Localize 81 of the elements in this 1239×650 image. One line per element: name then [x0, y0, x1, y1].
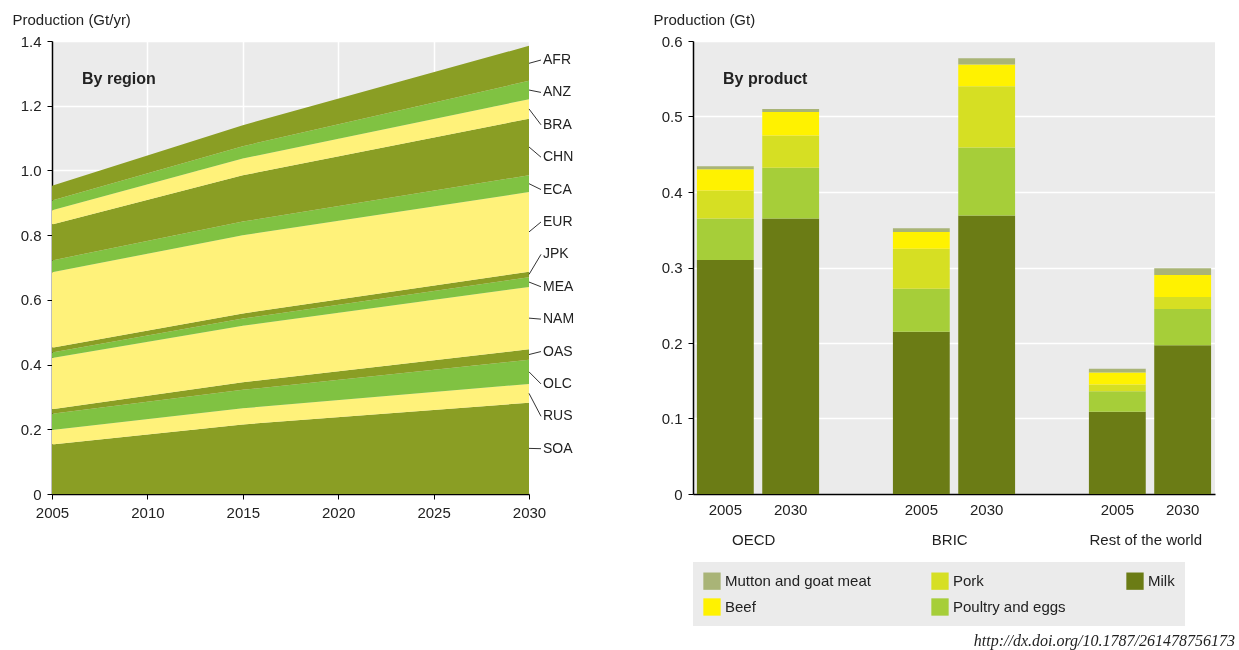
x-tick-label: 2030: [773, 500, 808, 518]
bar: [958, 58, 1016, 65]
y-tick-label: 1.2: [20, 97, 42, 115]
bar: [1154, 268, 1212, 276]
text: By region: [82, 70, 156, 87]
series-label: ECA: [543, 180, 573, 197]
bar: [1088, 411, 1146, 494]
series-label: JPK: [543, 245, 570, 262]
x-tick-label: 2005: [1100, 500, 1135, 518]
y-tick-label: 0.5: [661, 108, 683, 125]
series-label: EUR: [543, 212, 573, 229]
y-tick-label: 1.0: [20, 161, 42, 179]
legend-label: Milk: [1148, 572, 1176, 590]
x-tick-label: 2005: [35, 503, 70, 521]
y-tick-label: 0: [674, 485, 683, 503]
y-axis-title: Production (Gt): [653, 10, 756, 28]
bar: [892, 331, 950, 494]
series-label: OAS: [543, 342, 573, 359]
series-label: CHN: [543, 148, 574, 165]
bar: [1154, 309, 1212, 346]
bar: [1088, 372, 1146, 385]
y-tick-label: 0: [33, 485, 42, 503]
x-tick-label: 2030: [512, 503, 547, 521]
series-label: AFR: [543, 51, 571, 68]
bar: [762, 111, 820, 136]
legend-label: Mutton and goat meat: [725, 572, 872, 590]
y-tick-label: 0.2: [661, 334, 683, 352]
x-tick-label: 2030: [969, 500, 1004, 518]
legend-label: Pork: [953, 572, 985, 590]
bar: [892, 248, 950, 289]
bar: [696, 259, 754, 494]
bar: [892, 232, 950, 249]
bar: [1154, 345, 1212, 494]
bar: [762, 167, 820, 219]
text: BRIC: [931, 531, 968, 548]
series-label: MEA: [543, 277, 574, 294]
text: http://dx.doi.org/10.1787/261478756173: [973, 632, 1235, 650]
x-tick-label: 2010: [131, 503, 165, 521]
y-tick-label: 0.2: [20, 420, 42, 438]
series-label: NAM: [543, 310, 575, 327]
y-tick-label: 0.6: [661, 32, 683, 50]
x-tick-label: 2005: [904, 500, 939, 518]
y-tick-label: 0.4: [661, 183, 683, 201]
x-tick-label: 2025: [417, 503, 451, 521]
bar: [762, 218, 820, 494]
x-tick-label: 2005: [708, 500, 743, 518]
series-label: OLC: [543, 374, 572, 391]
bar: [958, 147, 1016, 216]
bar: [1154, 296, 1212, 310]
y-tick-label: 0.6: [20, 291, 42, 309]
y-tick-label: 1.4: [20, 32, 42, 50]
x-tick-label: 2015: [226, 503, 260, 521]
y-tick-label: 0.4: [20, 356, 42, 374]
bar: [892, 228, 950, 233]
bar: [762, 135, 820, 168]
bar: [1154, 275, 1212, 297]
text: Rest of the world: [1089, 531, 1203, 548]
y-tick-label: 0.8: [20, 226, 42, 244]
text: By product: [723, 70, 809, 87]
y-axis-title: Production (Gt/yr): [12, 10, 131, 28]
series-label: SOA: [543, 439, 574, 456]
series-label: RUS: [543, 407, 573, 424]
bar: [958, 86, 1016, 148]
bar: [696, 166, 754, 170]
bar: [696, 190, 754, 219]
y-tick-label: 0.3: [661, 259, 683, 276]
bar: [696, 218, 754, 260]
series-label: BRA: [543, 115, 573, 132]
bar: [696, 169, 754, 191]
legend-label: Beef: [725, 598, 757, 615]
text: OECD: [732, 531, 776, 548]
bar: [958, 64, 1016, 87]
series-label: ANZ: [543, 83, 572, 100]
x-tick-label: 2020: [322, 503, 356, 521]
bar: [958, 215, 1016, 494]
bar: [762, 108, 820, 112]
x-tick-label: 2030: [1165, 500, 1200, 518]
bar: [892, 288, 950, 332]
legend-label: Poultry and eggs: [953, 598, 1066, 615]
y-tick-label: 0.1: [661, 410, 683, 427]
bar: [1088, 391, 1146, 412]
